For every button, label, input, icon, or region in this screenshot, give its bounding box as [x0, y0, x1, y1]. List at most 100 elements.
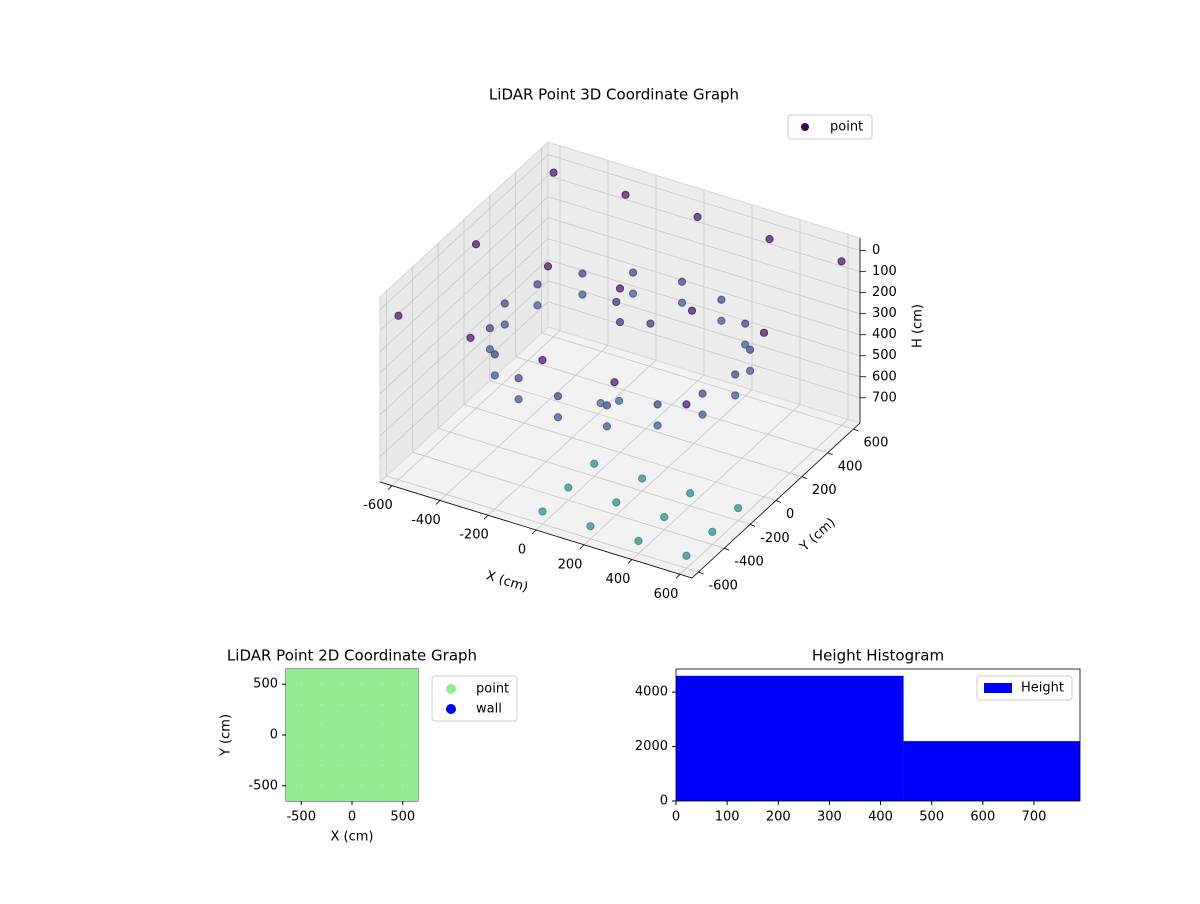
grid-line — [515, 356, 828, 454]
y-tick-label: -400 — [734, 555, 764, 570]
axis-line — [691, 422, 861, 579]
point — [682, 400, 691, 409]
point — [677, 298, 687, 307]
point — [338, 680, 366, 709]
x-tick-label: 200 — [558, 557, 583, 572]
point — [564, 483, 573, 492]
point — [500, 320, 509, 329]
grid-line — [379, 238, 549, 394]
point — [602, 422, 612, 431]
tick-mark — [531, 529, 537, 535]
tick-mark — [827, 452, 833, 456]
x-axis-label: X (cm) — [331, 830, 374, 845]
point — [485, 324, 495, 333]
point — [466, 333, 475, 343]
point — [653, 400, 662, 409]
point — [628, 289, 638, 298]
legend-marker — [984, 683, 1012, 693]
y-axis-label: Y (cm) — [219, 714, 234, 757]
point — [687, 306, 697, 315]
grid-line — [379, 259, 549, 416]
point — [378, 761, 407, 790]
point — [398, 669, 418, 689]
point — [741, 319, 750, 328]
z-tick-label: 700 — [872, 390, 897, 405]
point — [578, 290, 587, 299]
point — [717, 295, 726, 304]
legend: point — [787, 114, 873, 140]
z-tick-label: 100 — [872, 264, 897, 279]
point — [338, 721, 366, 749]
point — [317, 741, 346, 770]
point — [549, 168, 558, 177]
grid-line — [547, 196, 861, 294]
tick-mark — [853, 428, 859, 432]
point — [553, 392, 563, 401]
point — [837, 257, 846, 266]
chart-title: Height Histogram — [812, 647, 944, 665]
point — [358, 700, 387, 729]
z-tick-label: 200 — [872, 285, 897, 300]
tick-mark — [775, 500, 782, 503]
z-tick-label: 300 — [872, 306, 897, 321]
x-tick-label: -400 — [411, 513, 441, 528]
point — [358, 680, 387, 709]
x-tick-label: 400 — [868, 810, 893, 825]
point — [612, 498, 621, 507]
x-tick-label: 0 — [672, 810, 680, 825]
point — [638, 474, 647, 483]
grid-line — [547, 217, 861, 315]
point — [708, 527, 717, 536]
grid-line — [547, 238, 861, 336]
legend-marker — [446, 704, 456, 714]
y-tick-label: 500 — [253, 677, 278, 692]
tick-mark — [801, 476, 807, 480]
point — [698, 410, 707, 419]
grid-line — [379, 301, 549, 458]
point — [731, 391, 740, 400]
point — [590, 459, 599, 468]
z-tick-label: 600 — [872, 369, 897, 384]
legend-label: point — [830, 120, 863, 135]
point — [378, 721, 407, 749]
z-axis-label: H (cm) — [911, 304, 926, 348]
y-tick-label: 0 — [786, 507, 794, 522]
point — [533, 280, 542, 289]
chart-title: LiDAR Point 3D Coordinate Graph — [489, 86, 739, 104]
legend-label: wall — [476, 702, 502, 717]
grid-line — [541, 332, 854, 430]
z-tick-label: 0 — [872, 243, 880, 258]
z-tick-label: 400 — [872, 327, 897, 342]
y-tick-label: 4000 — [635, 685, 668, 700]
point — [485, 345, 495, 354]
point — [698, 389, 707, 398]
point — [338, 700, 366, 729]
point — [538, 507, 547, 516]
x-tick-label: -500 — [286, 810, 316, 825]
grid-line — [438, 427, 751, 525]
point — [317, 761, 346, 790]
axes-hist: 0 100 200 300 400 500 600 700 0 2000 4000 — [635, 668, 1081, 825]
legend-marker — [446, 684, 456, 694]
x-tick-label: 300 — [817, 810, 842, 825]
tick-mark — [387, 485, 393, 490]
legend-frame — [787, 114, 873, 140]
x-tick-label: 600 — [654, 587, 679, 602]
point — [734, 503, 743, 513]
axes-2d: -500 0 500 -500 0 500 X (cm) Y (cm) — [219, 668, 419, 845]
legend-label: Height — [1021, 681, 1064, 696]
x-tick-label: -200 — [459, 528, 489, 543]
point — [538, 355, 547, 365]
point — [317, 680, 346, 709]
point — [317, 700, 346, 729]
point — [297, 761, 326, 790]
grid-line — [379, 175, 549, 331]
axes-3d: -600-400-2000200400600-600-400-200020040… — [363, 140, 926, 602]
point — [759, 328, 769, 337]
legend-label: point — [476, 682, 509, 697]
point — [765, 235, 774, 244]
y-tick-label: -500 — [248, 778, 278, 793]
tick-mark — [698, 571, 704, 575]
